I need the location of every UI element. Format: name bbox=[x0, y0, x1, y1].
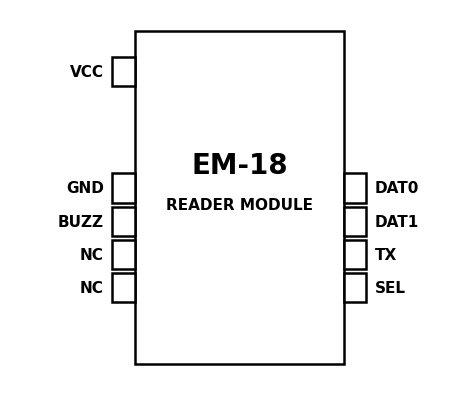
Text: SEL: SEL bbox=[375, 281, 406, 296]
Text: GND: GND bbox=[66, 181, 104, 196]
Bar bbox=[112, 207, 135, 236]
Text: TX: TX bbox=[375, 247, 397, 262]
Text: BUZZ: BUZZ bbox=[58, 214, 104, 229]
Bar bbox=[112, 174, 135, 203]
Text: EM-18: EM-18 bbox=[191, 151, 288, 179]
Bar bbox=[344, 240, 366, 269]
Text: READER MODULE: READER MODULE bbox=[166, 198, 313, 213]
Bar bbox=[112, 240, 135, 269]
Text: NC: NC bbox=[80, 281, 104, 296]
Bar bbox=[112, 273, 135, 303]
Text: DAT0: DAT0 bbox=[375, 181, 419, 196]
Bar bbox=[344, 273, 366, 303]
Text: DAT1: DAT1 bbox=[375, 214, 419, 229]
Text: NC: NC bbox=[80, 247, 104, 262]
Bar bbox=[344, 174, 366, 203]
Bar bbox=[135, 32, 344, 364]
Bar bbox=[112, 58, 135, 87]
Text: VCC: VCC bbox=[70, 65, 104, 80]
Bar bbox=[344, 207, 366, 236]
